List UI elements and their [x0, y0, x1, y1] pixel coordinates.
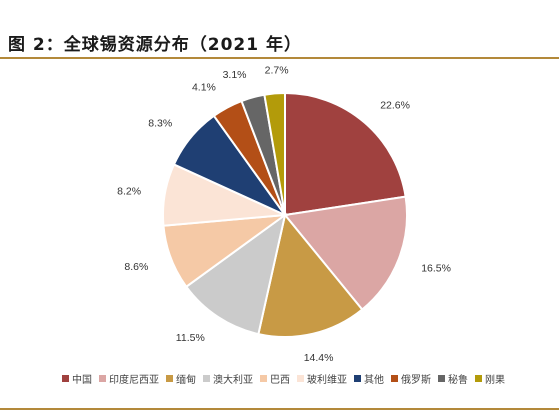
legend-label: 玻利维亚: [307, 375, 347, 386]
legend-swatch: [260, 375, 267, 382]
slice-label-6: 8.2%: [117, 185, 141, 197]
legend-item: 中国: [62, 371, 92, 386]
chart-legend: 中国 印度尼西亚 缅甸 澳大利亚 巴西 玻利维亚 其他 俄罗斯 秘鲁 刚果: [62, 371, 512, 386]
slice-label-3: 14.4%: [304, 352, 334, 364]
legend-swatch: [438, 375, 445, 382]
slice-label-7: 8.3%: [148, 117, 172, 129]
legend-label: 巴西: [270, 375, 290, 386]
legend-swatch: [99, 375, 106, 382]
title-divider: [0, 57, 559, 59]
legend-item: 巴西: [260, 371, 290, 386]
legend-item: 澳大利亚: [203, 371, 253, 386]
legend-swatch: [475, 375, 482, 382]
legend-swatch: [203, 375, 210, 382]
slice-label-4: 11.5%: [176, 332, 205, 344]
legend-label: 俄罗斯: [401, 375, 431, 386]
slice-label-1: 22.6%: [380, 99, 410, 111]
pie-slice-2: [283, 195, 409, 311]
legend-label: 印度尼西亚: [109, 375, 159, 386]
legend-swatch: [166, 375, 173, 382]
legend-item: 缅甸: [166, 371, 196, 386]
legend-label: 秘鲁: [448, 375, 468, 386]
pie-slice-3: [257, 212, 364, 338]
legend-swatch: [62, 375, 69, 382]
bottom-divider: [0, 408, 559, 410]
legend-label: 其他: [364, 375, 384, 386]
pie-slice-1: [284, 91, 407, 217]
legend-label: 刚果: [485, 375, 505, 386]
legend-item: 秘鲁: [438, 371, 468, 386]
page-title: 图 2：全球锡资源分布（2021 年）: [8, 35, 302, 55]
legend-item: 印度尼西亚: [99, 371, 159, 386]
legend-swatch: [354, 375, 361, 382]
legend-label: 缅甸: [176, 375, 196, 386]
slice-label-9: 3.1%: [223, 69, 247, 81]
legend-item: 其他: [354, 371, 384, 386]
pie-chart: 22.6% 16.5% 14.4% 11.5% 8.6% 8.2% 8.3% 4.1% 3.1%…: [117, 65, 451, 365]
legend-item: 刚果: [475, 371, 505, 386]
legend-item: 玻利维亚: [297, 371, 347, 386]
slice-label-10: 2.7%: [265, 65, 289, 77]
legend-label: 澳大利亚: [213, 375, 253, 386]
slice-label-8: 4.1%: [192, 81, 216, 93]
legend-swatch: [391, 375, 398, 382]
pie-slice-10: [263, 91, 286, 216]
legend-label: 中国: [72, 375, 92, 386]
slice-label-5: 8.6%: [124, 261, 148, 273]
legend-item: 俄罗斯: [391, 371, 431, 386]
slice-label-2: 16.5%: [421, 263, 451, 275]
pie-slice-4: [184, 212, 287, 336]
legend-swatch: [297, 375, 304, 382]
